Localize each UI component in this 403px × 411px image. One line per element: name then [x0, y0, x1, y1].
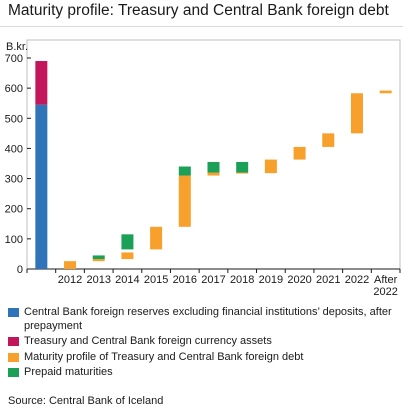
bar-prepaid [121, 234, 134, 250]
y-tick-label: 400 [5, 143, 23, 155]
legend-swatch-maturity [8, 352, 19, 362]
x-tick-label: 2015 [144, 274, 168, 286]
chart-title: Maturity profile: Treasury and Central B… [8, 2, 389, 19]
bar-maturity [64, 261, 77, 269]
x-tick-label: 2020 [287, 274, 311, 286]
x-tick-label: 2018 [230, 274, 254, 286]
legend: Central Bank foreign reserves excluding … [8, 306, 398, 382]
y-axis-label: B.kr. [6, 41, 28, 53]
source-note: Source: Central Bank of Iceland [8, 395, 164, 407]
x-tick-label: 2017 [201, 274, 225, 286]
x-tick-label: 2012 [58, 274, 82, 286]
legend-item-reserves: Central Bank foreign reserves excluding … [8, 306, 398, 333]
y-tick-label: 200 [5, 204, 23, 216]
bar-prepaid [236, 161, 249, 173]
bar-prepaid [178, 166, 191, 176]
legend-label-fx-assets: Treasury and Central Bank foreign curren… [24, 335, 272, 347]
bar-maturity [264, 159, 277, 174]
y-tick-label: 100 [5, 234, 23, 246]
bar-prepaid [207, 161, 220, 173]
legend-label-prepaid: Prepaid maturities [24, 366, 113, 378]
y-tick-label: 300 [5, 174, 23, 186]
bar-maturity [293, 146, 306, 160]
bar-maturity [350, 93, 363, 134]
bar-maturity [121, 252, 134, 260]
x-tick-label: After [374, 274, 398, 286]
bar-fx-assets [35, 61, 48, 105]
x-tick-label: 2016 [173, 274, 197, 286]
bar-reserves [35, 104, 48, 269]
legend-swatch-prepaid [8, 368, 19, 377]
x-tick-label: 2022 [345, 274, 369, 286]
legend-item-maturity: Maturity profile of Treasury and Central… [8, 351, 398, 365]
legend-swatch-fx-assets [8, 337, 19, 346]
legend-label-reserves: Central Bank foreign reserves excluding … [24, 306, 392, 332]
bar-maturity [92, 259, 105, 262]
bar-maturity [150, 226, 163, 250]
legend-item-prepaid: Prepaid maturities [8, 366, 398, 380]
bar-maturity [178, 175, 191, 227]
y-tick-label: 0 [17, 264, 23, 276]
legend-item-fx-assets: Treasury and Central Bank foreign curren… [8, 335, 398, 349]
x-tick-label: 2019 [259, 274, 283, 286]
bar-maturity [322, 133, 335, 147]
legend-label-maturity: Maturity profile of Treasury and Central… [24, 350, 304, 363]
x-tick-label: 2013 [86, 274, 110, 286]
y-tick-label: 500 [5, 113, 23, 125]
plot-frame [26, 39, 401, 270]
bar-prepaid [92, 255, 105, 260]
x-tick-label: 2014 [115, 274, 139, 286]
title-divider [0, 26, 403, 27]
y-tick-label: 700 [5, 53, 23, 65]
x-tick-label: 2022 [373, 286, 397, 298]
x-tick-label: 2021 [316, 274, 340, 286]
bar-maturity [379, 90, 392, 94]
bar-maturity [236, 172, 249, 174]
legend-swatch-reserves [8, 308, 19, 317]
bar-maturity [207, 172, 220, 176]
y-tick-label: 600 [5, 83, 23, 95]
maturity-chart: B.kr. 0 100 200 300 400 500 600 700 2012 2013 2014 2… [5, 39, 401, 298]
